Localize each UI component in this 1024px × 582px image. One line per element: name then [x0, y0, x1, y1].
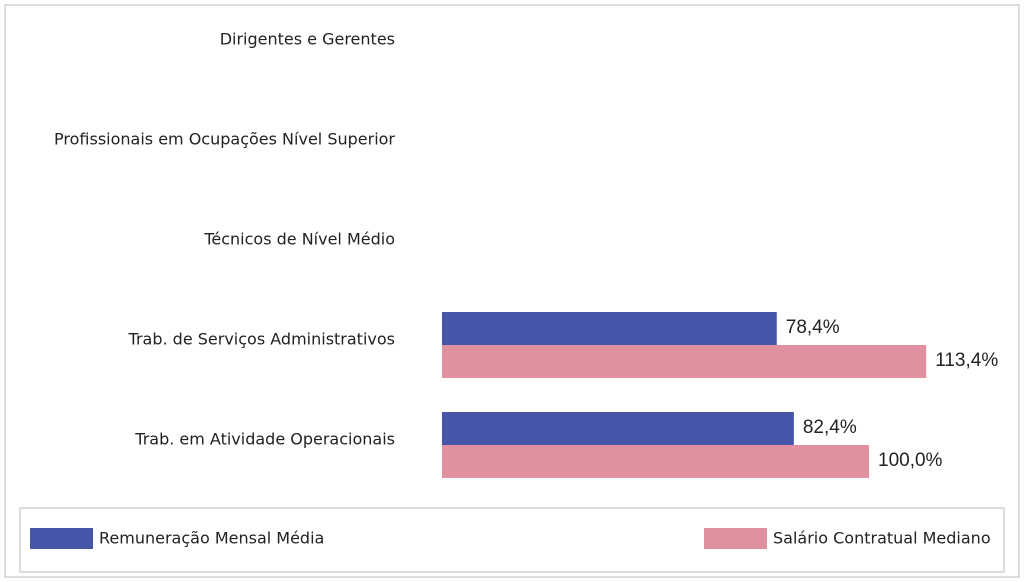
legend-label: Salário Contratual Mediano — [773, 529, 991, 548]
legend-swatch — [704, 528, 767, 549]
value-label: 82,4% — [803, 417, 857, 438]
category-label: Técnicos de Nível Médio — [203, 230, 395, 249]
value-label: 113,4% — [935, 350, 998, 371]
category-label: Profissionais em Ocupações Nível Superio… — [54, 130, 395, 149]
bar — [442, 445, 869, 478]
legend-label: Remuneração Mensal Média — [99, 529, 324, 548]
legend-swatch — [30, 528, 93, 549]
category-label: Trab. de Serviços Administrativos — [128, 330, 395, 349]
value-label: 100,0% — [878, 450, 943, 471]
bar — [442, 312, 777, 345]
chart-border — [4, 4, 1020, 578]
category-label: Dirigentes e Gerentes — [220, 30, 395, 49]
legend-box — [19, 507, 1005, 573]
bar — [442, 345, 927, 378]
category-label: Trab. em Atividade Operacionais — [134, 430, 395, 449]
bar — [442, 412, 794, 445]
value-label: 78,4% — [786, 317, 840, 338]
